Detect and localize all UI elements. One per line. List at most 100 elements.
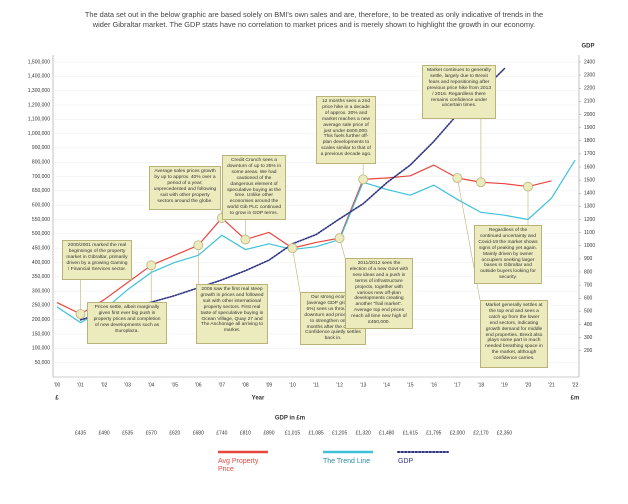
y2-tick-label: 2400 (584, 59, 595, 65)
annotation: 2011/2012 sees the election of a new Gov… (345, 258, 413, 329)
x-tick-label: '08 (242, 382, 249, 388)
annotation-marker (452, 173, 463, 183)
gdp-value-label: £535 (122, 430, 133, 436)
y-tick-label: 800,000 (32, 160, 50, 166)
y-tick-label: 550,000 (32, 217, 50, 223)
series-line (56, 159, 576, 324)
y-tick-label: 500,000 (32, 231, 50, 237)
x-tick-label: '16 (431, 382, 438, 388)
y2-tick-label: 400 (584, 322, 593, 328)
x-tick-label: '03 (124, 382, 131, 388)
gdp-value-label: £1,320 (356, 430, 372, 436)
gdp-value-label: £435 (75, 430, 86, 436)
gdp-value-label: £2,000 (450, 430, 466, 436)
annotation: Prices settle, albeit marginally given f… (87, 302, 167, 344)
gdp-value-label: £1,205 (332, 430, 348, 436)
legend-label: The Trend Line (323, 458, 371, 465)
x-tick-label: '07 (219, 382, 226, 388)
y2-tick-label: 2000 (584, 112, 595, 118)
y2-tick-label: 1700 (584, 151, 595, 157)
annotation-marker (146, 260, 157, 271)
y2-tick-label: 500 (584, 309, 593, 315)
x-tick-label: '13 (360, 382, 367, 388)
y2-tick-label: 1900 (584, 125, 595, 131)
gdp-row-title: GDP in £m (275, 416, 305, 422)
gdp-value-label: £1,085 (308, 430, 324, 436)
gdp-value-label: £810 (240, 430, 251, 436)
y2-tick-label: 2300 (584, 72, 595, 78)
legend-label: GDP (398, 458, 414, 465)
annotation-marker (523, 181, 533, 192)
y-tick-label: 1,300,000 (28, 88, 50, 94)
y-tick-label: 1,100,000 (28, 117, 50, 123)
annotation-marker (358, 174, 369, 185)
x-tick-label: '04 (148, 382, 155, 388)
x-tick-label: '10 (289, 382, 296, 388)
y-tick-label: 1,000,000 (28, 131, 50, 137)
annotation: Market continues to generally settle, la… (422, 65, 496, 119)
x-tick-label: '18 (478, 382, 485, 388)
x-tick-label: '22 (572, 382, 579, 388)
x-tick-label: '11 (313, 382, 319, 388)
y2-tick-label: 2100 (584, 99, 595, 105)
x-tick-label: '21 (548, 382, 555, 388)
y2-tick-label: 900 (584, 256, 593, 262)
gdp-value-label: £620 (169, 430, 180, 436)
gdp-value-label: £1,795 (426, 430, 442, 436)
gdp-value-label: £570 (146, 430, 157, 436)
x-tick-label: '09 (266, 382, 273, 388)
y-tick-label: 1,200,000 (28, 102, 50, 108)
annotation: Regardless of the continued uncertainty … (474, 225, 542, 285)
y2-unit: £m (571, 396, 580, 402)
y-tick-label: 650,000 (32, 188, 50, 194)
gdp-value-label: £1,480 (379, 430, 395, 436)
y-tick-label: 1,500,000 (28, 59, 50, 65)
annotation: Average sales prices growth by up to app… (149, 166, 221, 210)
y2-tick-label: 600 (584, 296, 593, 302)
y2-tick-label: 2200 (584, 86, 595, 92)
x-tick-label: '17 (454, 382, 461, 388)
x-tick-label: '06 (195, 382, 202, 388)
gdp-value-label: £740 (216, 430, 227, 436)
y2-tick-label: 1600 (584, 164, 595, 170)
x-tick-label: '02 (101, 382, 108, 388)
y2-tick-label: 1200 (584, 217, 595, 223)
x-tick-label: '15 (407, 382, 414, 388)
legend-label: Avg Property Price (218, 458, 259, 473)
y-tick-label: 200,000 (32, 317, 50, 323)
y2-tick-label: 1800 (584, 138, 595, 144)
y-tick-label: 700,000 (32, 174, 50, 180)
y-tick-label: 450,000 (32, 245, 50, 251)
gdp-value-label: £680 (193, 430, 204, 436)
annotation: 2000/2001 marked the real beginnings of … (62, 240, 132, 280)
y2-tick-label: 1500 (584, 177, 595, 183)
y2-tick-label: 300 (584, 335, 593, 341)
gdp-value-label: £1,015 (285, 430, 301, 436)
y-tick-label: 250,000 (32, 303, 50, 309)
x-axis-title: Year (252, 396, 265, 402)
annotation-marker (334, 233, 345, 244)
annotation-leader (292, 248, 301, 293)
y-unit: £ (55, 396, 59, 402)
y2-tick-label: 1400 (584, 191, 595, 197)
y-tick-label: 350,000 (32, 274, 50, 280)
annotation-marker (75, 309, 86, 319)
x-tick-label: '19 (501, 382, 508, 388)
y-tick-label: 50,000 (35, 360, 51, 366)
y2-tick-label: 700 (584, 282, 593, 288)
x-tick-label: '20 (525, 382, 532, 388)
annotation-marker (475, 177, 486, 188)
series-line (56, 164, 552, 315)
y-tick-label: 300,000 (32, 288, 50, 294)
y2-tick-label: 800 (584, 269, 593, 275)
annotation: Market generally settles at the top end … (480, 300, 548, 368)
annotation-marker (193, 240, 204, 251)
x-tick-label: '12 (336, 382, 343, 388)
gdp-value-label: £890 (263, 430, 274, 436)
gdp-value-label: £2,350 (497, 430, 513, 436)
y-tick-label: 1,400,000 (28, 74, 50, 80)
annotation: 2006 saw the first real steep growth in … (196, 284, 268, 344)
y2-tick-label: 1000 (584, 243, 595, 249)
x-tick-label: '01 (77, 382, 84, 388)
